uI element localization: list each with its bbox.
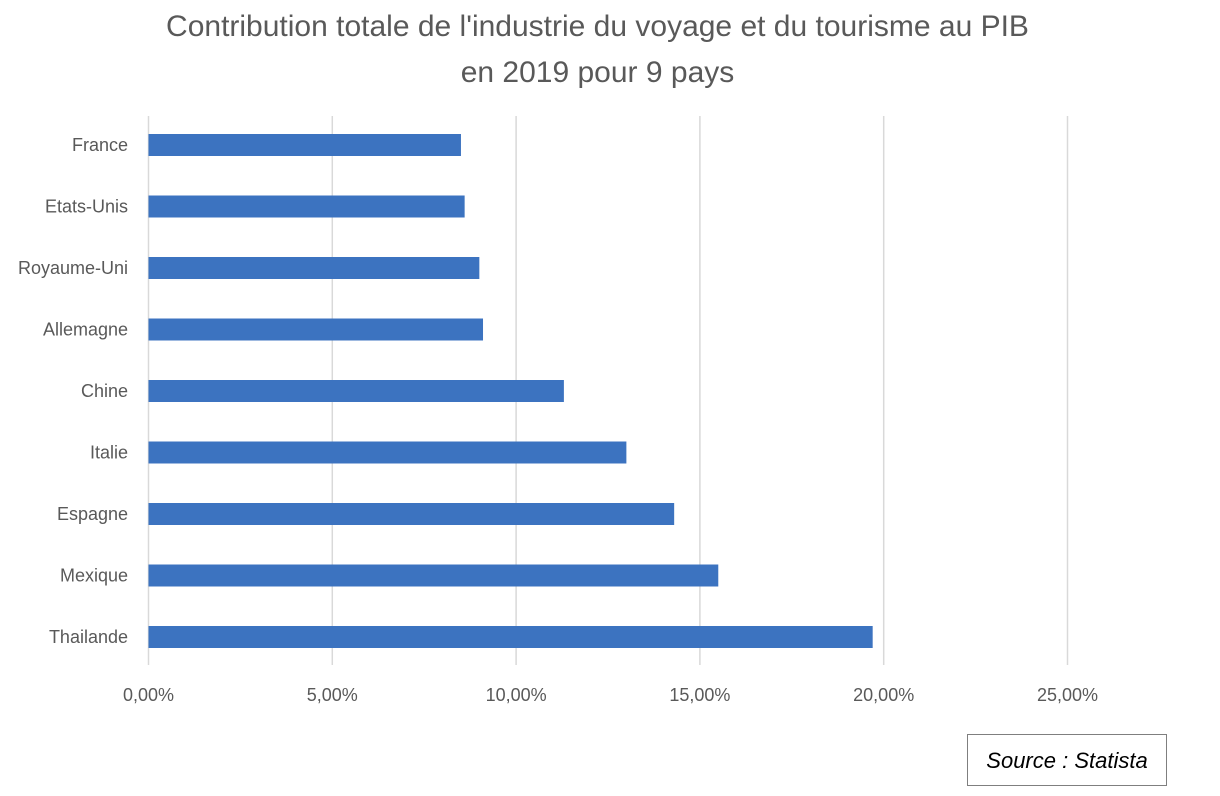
x-tick-label-0: 0,00%: [123, 685, 174, 705]
source-label: Source : Statista: [986, 748, 1148, 773]
category-label-mexique: Mexique: [60, 566, 128, 586]
category-label-royaume-uni: Royaume-Uni: [18, 258, 128, 278]
x-tick-label-5: 25,00%: [1037, 685, 1098, 705]
category-label-thailande: Thailande: [49, 627, 128, 647]
category-label-italie: Italie: [90, 443, 128, 463]
bar-france: [148, 134, 461, 156]
bar-thailande: [148, 626, 873, 648]
bar-etats-unis: [148, 195, 465, 218]
source-box: Source : Statista: [967, 734, 1167, 786]
category-labels: France Etats-Unis Royaume-Uni Allemagne Chin…: [18, 135, 128, 647]
chart-title-line1: Contribution totale de l'industrie du vo…: [166, 10, 1029, 43]
category-label-etats-unis: Etats-Unis: [45, 197, 128, 217]
chart-title: Contribution totale de l'industrie du vo…: [0, 4, 1195, 96]
category-label-allemagne: Allemagne: [43, 320, 128, 340]
category-label-chine: Chine: [81, 381, 128, 401]
x-tick-label-4: 20,00%: [853, 685, 914, 705]
x-tick-label-2: 10,00%: [486, 685, 547, 705]
x-tick-labels: 0,00% 5,00% 10,00% 15,00% 20,00% 25,00%: [123, 685, 1098, 705]
x-tick-label-1: 5,00%: [307, 685, 358, 705]
bar-espagne: [148, 503, 675, 525]
category-label-espagne: Espagne: [57, 504, 128, 524]
bar-royaume-uni: [148, 257, 480, 279]
bar-italie: [148, 441, 627, 464]
chart-subtitle: en 2019 pour 9 pays: [460, 56, 735, 89]
x-tick-label-3: 15,00%: [669, 685, 730, 705]
bars: [148, 134, 873, 648]
bar-chine: [148, 380, 564, 402]
category-label-france: France: [72, 135, 128, 155]
bar-allemagne: [148, 318, 484, 341]
bar-mexique: [148, 564, 719, 587]
